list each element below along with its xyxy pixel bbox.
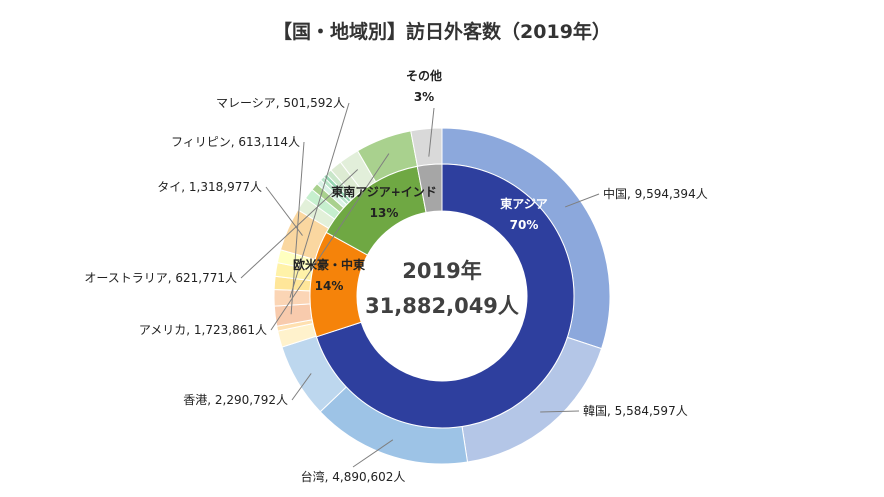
inner-label-percent-2: 14% bbox=[315, 279, 344, 293]
chart-title: 【国・地域別】訪日外客数（2019年） bbox=[273, 20, 611, 43]
leader-inner-other bbox=[428, 107, 435, 157]
inner-label-name-1: 東南アジア+インド bbox=[331, 184, 437, 199]
inner-slice-0 bbox=[315, 163, 575, 429]
leader-香港 bbox=[291, 373, 312, 401]
label-マレーシア: マレーシア, 501,592人 bbox=[216, 96, 345, 110]
inner-label-name-0: 東アジア bbox=[500, 196, 548, 211]
label-台湾: 台湾, 4,890,602人 bbox=[301, 469, 406, 484]
label-フィリピン: フィリピン, 613,114人 bbox=[171, 135, 300, 149]
leader-オーストラリア bbox=[240, 169, 359, 279]
label-中国: 中国, 9,594,394人 bbox=[603, 186, 708, 201]
label-韓国: 韓国, 5,584,597人 bbox=[583, 404, 688, 418]
center-total-label: 31,882,049人 bbox=[365, 294, 519, 318]
inner-ring bbox=[309, 163, 575, 429]
inner-slice-3 bbox=[416, 163, 443, 214]
label-香港: 香港, 2,290,792人 bbox=[183, 393, 288, 407]
inner-label-name-2: 欧米豪・中東 bbox=[293, 257, 365, 272]
label-タイ: タイ, 1,318,977人 bbox=[157, 180, 262, 194]
leader-台湾 bbox=[352, 439, 394, 468]
leader-マレーシア bbox=[289, 102, 350, 298]
leader-lines bbox=[240, 102, 600, 468]
center-year-label: 2019年 bbox=[402, 259, 481, 283]
leader-韓国 bbox=[540, 410, 580, 413]
leader-タイ bbox=[265, 186, 303, 236]
inner-label-name-3: その他 bbox=[406, 68, 442, 83]
label-アメリカ: アメリカ, 1,723,861人 bbox=[139, 323, 267, 337]
leader-中国 bbox=[564, 193, 600, 208]
leader-アメリカ bbox=[270, 153, 390, 331]
inner-label-percent-0: 70% bbox=[510, 218, 539, 232]
inner-label-percent-1: 13% bbox=[370, 206, 399, 220]
label-オーストラリア: オーストラリア, 621,771人 bbox=[84, 271, 237, 285]
inner-label-percent-3: 3% bbox=[414, 90, 434, 104]
